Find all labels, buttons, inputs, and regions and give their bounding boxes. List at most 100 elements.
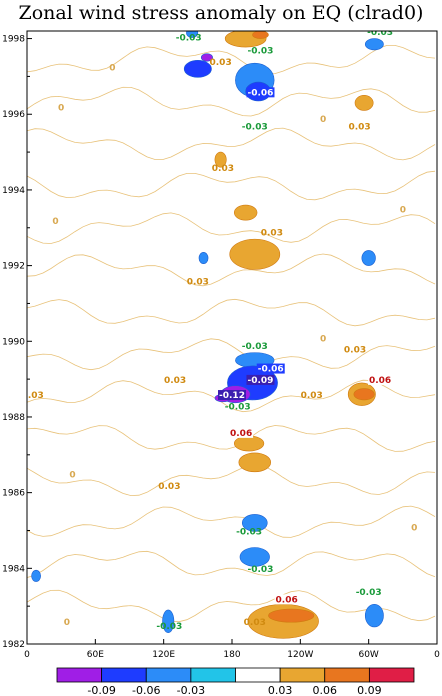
- anomaly-region: [252, 31, 269, 39]
- contour-label: 0.06: [369, 376, 391, 386]
- contour-label: -0.06: [258, 365, 284, 375]
- contour-label: 0.03: [22, 391, 44, 401]
- colorbar-label: 0.03: [268, 684, 293, 696]
- anomaly-region: [233, 204, 258, 221]
- contour-label: 0.03: [164, 376, 186, 386]
- anomaly-region: [198, 252, 209, 265]
- contour-label: -0.03: [225, 402, 251, 412]
- y-tick-label: 1986: [2, 489, 25, 499]
- anomaly-region: [241, 514, 268, 532]
- zero-contour-label: 0: [69, 471, 75, 481]
- x-tick-label: 0: [434, 650, 440, 660]
- y-tick-label: 1992: [2, 262, 25, 272]
- zero-contour-line: [27, 338, 436, 371]
- zero-contour-label: 0: [109, 64, 115, 74]
- x-tick-label: 120W: [287, 650, 313, 660]
- contour-label: 0.03: [158, 482, 180, 492]
- anomaly-region: [268, 608, 315, 623]
- y-tick-label: 1984: [2, 564, 25, 574]
- zero-contour-line: [27, 45, 436, 75]
- zero-contour-label: 0: [52, 217, 58, 227]
- anomaly-region: [229, 238, 281, 270]
- contour-label: -0.03: [356, 588, 382, 598]
- zero-contour-line: [27, 550, 436, 578]
- y-tick-label: 1996: [2, 110, 25, 120]
- contour-label-bg: [368, 374, 393, 385]
- contour-label: 0.03: [187, 278, 209, 288]
- anomaly-region: [200, 53, 213, 62]
- contour-label-bg: [274, 594, 299, 605]
- zero-contour-line: [27, 505, 436, 538]
- contour-label: -0.03: [247, 47, 273, 57]
- colorbar-label: 0.06: [313, 684, 338, 696]
- zero-contour-line: [27, 425, 436, 452]
- contour-label: -0.03: [156, 622, 182, 632]
- anomaly-region: [31, 569, 41, 582]
- y-tick-label: 1988: [2, 413, 25, 423]
- y-tick-label: 1982: [2, 640, 25, 650]
- contour-label: 0.03: [261, 228, 283, 238]
- anomaly-region: [239, 547, 270, 567]
- x-tick-label: 180: [223, 650, 240, 660]
- colorbar-swatch: [145, 667, 192, 683]
- contour-label: -0.03: [242, 122, 268, 132]
- contour-label: -0.06: [247, 88, 273, 98]
- zero-contour-lines: [27, 45, 436, 623]
- anomaly-region: [353, 388, 375, 401]
- contour-label-bg: [256, 363, 285, 374]
- anomaly-region: [162, 609, 175, 633]
- zero-contour-line: [27, 170, 436, 201]
- zero-contour-line: [27, 127, 436, 161]
- zero-contour-line: [27, 86, 436, 117]
- contour-label: -0.03: [176, 33, 202, 43]
- contour-label-bg: [246, 374, 275, 385]
- anomaly-region: [364, 38, 384, 51]
- x-tick-label: 120E: [152, 650, 175, 660]
- plot-frame: [26, 30, 438, 645]
- anomaly-region: [354, 95, 374, 111]
- contour-label: -0.03: [247, 565, 273, 575]
- zero-contour-label: 0: [58, 103, 64, 113]
- contour-label: 0.03: [244, 618, 266, 628]
- colorbar-swatch: [324, 667, 370, 683]
- contour-label: -0.03: [367, 28, 393, 38]
- colorbar-swatch: [279, 667, 326, 683]
- y-tick-label: 1994: [2, 186, 25, 196]
- contour-labels: -0.03 0.03 -0.03 -0.03 -0.06 -0.03 0.03 0.03 0.0…: [22, 28, 393, 632]
- contour-label: -0.12: [219, 391, 245, 401]
- colorbar-swatch: [368, 667, 415, 683]
- colorbar-label: -0.03: [177, 684, 205, 696]
- contour-label: -0.03: [236, 527, 262, 537]
- zero-contour-line: [27, 253, 436, 287]
- anomaly-region: [361, 250, 376, 266]
- contour-label: 0.03: [210, 58, 232, 68]
- colorbar: -0.09 -0.06 -0.03 0.03 0.06 0.09: [56, 667, 415, 696]
- x-axis: 0 60E 120E 180 120W 60W 0: [24, 639, 440, 660]
- anomaly-region: [238, 452, 272, 473]
- contour-label: -0.03: [242, 342, 268, 352]
- zero-contour-line: [27, 212, 436, 244]
- contour-label: 0.03: [348, 122, 370, 132]
- contour-label: -0.09: [247, 376, 273, 386]
- anomaly-region: [364, 603, 384, 628]
- y-axis: 1982 1984 1986 1988 1990 1992 1994 1996 1998: [2, 35, 32, 650]
- zero-contour-labels: 0 0 0 0 0 0 0 0 0: [52, 64, 417, 628]
- x-tick-label: 60W: [358, 650, 378, 660]
- zero-contour-label: 0: [320, 334, 326, 344]
- anomaly-region: [183, 60, 212, 78]
- colorbar-swatch: [190, 667, 236, 683]
- contour-label-bg: [229, 427, 254, 438]
- zero-contour-label: 0: [64, 618, 70, 628]
- zero-contour-label: 0: [411, 523, 417, 533]
- zero-contour-label: 0: [320, 115, 326, 125]
- contour-label: 0.06: [276, 595, 298, 605]
- x-tick-label: 0: [24, 650, 30, 660]
- colorbar-label: 0.09: [357, 684, 382, 696]
- x-tick-label: 60E: [87, 650, 104, 660]
- colorbar-swatch: [235, 667, 281, 683]
- colorbar-swatch: [56, 667, 103, 683]
- contour-label: 0.03: [344, 346, 366, 356]
- contour-label: 0.06: [230, 429, 252, 439]
